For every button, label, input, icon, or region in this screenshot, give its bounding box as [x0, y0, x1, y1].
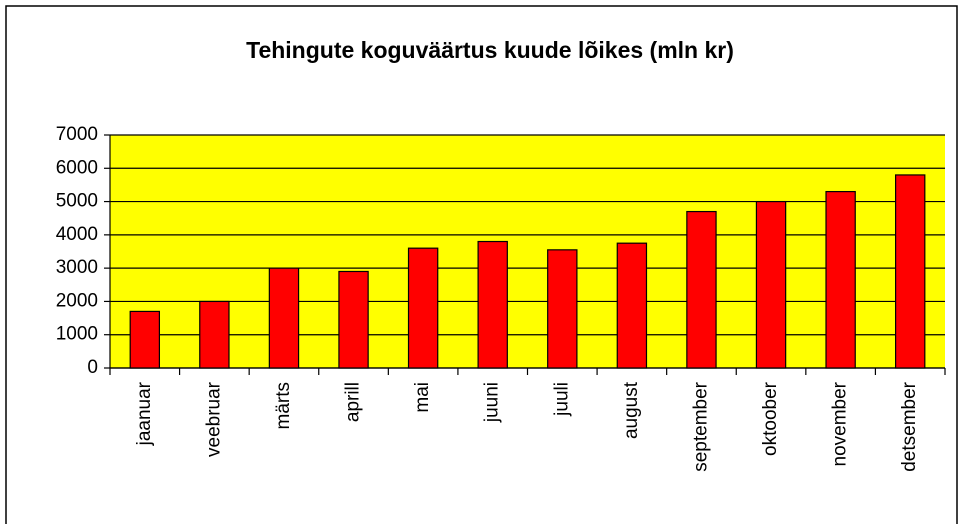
bar	[755, 200, 787, 369]
x-tick-label: aprill	[343, 382, 364, 422]
x-tick-label: september	[690, 381, 711, 471]
y-tick-label: 2000	[56, 290, 98, 311]
y-tick-label: 6000	[56, 157, 98, 178]
bar	[686, 210, 717, 369]
x-tick-label: veebruar	[203, 381, 224, 457]
x-tick-label: august	[621, 381, 642, 439]
plot-area	[110, 135, 945, 368]
x-tick-label: juuli	[551, 382, 572, 417]
bar	[199, 300, 230, 369]
y-tick-label: 5000	[56, 191, 98, 212]
y-tick-label: 0	[87, 357, 98, 378]
x-tick-label: november	[830, 381, 851, 466]
y-tick-label: 3000	[56, 257, 98, 278]
bar	[547, 249, 578, 369]
bar	[407, 247, 439, 369]
bar	[129, 310, 161, 369]
x-tick-label: detsember	[899, 381, 920, 471]
bar	[894, 174, 926, 369]
bar	[825, 190, 856, 369]
bar	[338, 270, 369, 369]
y-tick-label: 7000	[56, 124, 98, 145]
y-tick-label: 4000	[56, 224, 98, 245]
x-tick-label: oktoober	[760, 381, 781, 456]
bar	[477, 240, 508, 369]
x-tick-label: juuni	[482, 382, 503, 423]
chart-title: Tehingute koguväärtus kuude lõikes (mln …	[246, 37, 734, 63]
bar	[268, 267, 300, 369]
x-tick-label: märts	[273, 382, 294, 430]
x-tick-label: mai	[412, 382, 433, 413]
x-tick-label: jaanuar	[134, 381, 155, 446]
bar	[616, 242, 648, 369]
y-tick-label: 1000	[56, 324, 98, 345]
